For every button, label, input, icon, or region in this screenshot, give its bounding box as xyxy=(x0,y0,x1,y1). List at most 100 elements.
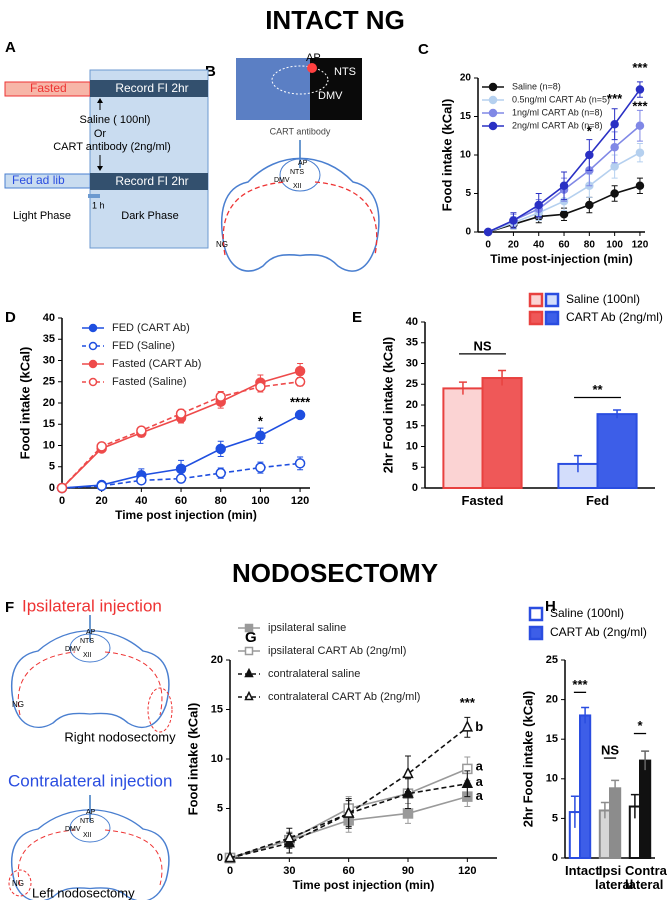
x-tick-label: 0 xyxy=(485,240,491,251)
x-tick-label: 30 xyxy=(283,865,295,877)
label: Light Phase xyxy=(13,210,71,222)
record-box xyxy=(90,173,208,190)
legend-label: 0.5ng/ml CART Ab (n=5) xyxy=(512,94,610,104)
legend-marker xyxy=(88,323,98,333)
x-tick-label: Ipsi lateral xyxy=(595,863,634,892)
arrowhead xyxy=(97,98,103,103)
label: Or xyxy=(94,128,107,140)
annotation: a xyxy=(476,774,484,789)
marker xyxy=(635,148,645,157)
marker xyxy=(215,391,226,402)
histology-image xyxy=(236,58,310,120)
vagus-nerve xyxy=(222,181,378,256)
panel-label: E xyxy=(352,309,362,326)
y-tick-label: 0 xyxy=(49,482,55,494)
annotation: b xyxy=(475,719,483,734)
label: Contralateral injection xyxy=(8,771,172,790)
label: AP xyxy=(86,629,96,636)
legend-label: Saline (100nl) xyxy=(550,606,624,620)
y-tick-label: 15 xyxy=(43,418,55,430)
legend-swatch xyxy=(528,625,544,641)
legend-label: CART Ab (2ng/ml) xyxy=(566,310,663,324)
marker xyxy=(294,409,306,421)
series-line xyxy=(229,782,468,859)
marker xyxy=(175,463,187,475)
marker xyxy=(255,381,266,393)
x-tick-label: 120 xyxy=(632,240,649,251)
bar xyxy=(579,714,592,859)
x-tick-label: Contra lateral xyxy=(625,863,667,892)
legend-label: FED (CART Ab) xyxy=(112,322,190,334)
marker xyxy=(136,425,147,436)
marker xyxy=(610,189,619,198)
legend-swatch xyxy=(544,292,560,308)
legend-marker xyxy=(488,95,498,105)
label: XII xyxy=(83,832,92,839)
y-tick-label: 15 xyxy=(546,733,558,745)
vagus-nerve xyxy=(17,829,163,886)
label: NG xyxy=(12,879,24,888)
marker xyxy=(294,376,306,387)
y-tick-label: 15 xyxy=(211,703,223,715)
label: NTS xyxy=(80,638,94,645)
label: Dark Phase xyxy=(121,210,178,222)
annotation: * xyxy=(258,414,264,429)
dark-phase-box xyxy=(89,69,209,249)
x-tick-label: 0 xyxy=(59,495,65,507)
error-bar xyxy=(498,369,507,386)
label: XII xyxy=(83,652,92,659)
legend-marker xyxy=(488,82,498,92)
y-tick-label: 5 xyxy=(412,461,418,473)
panel-label: D xyxy=(5,309,16,326)
label: Record FI 2hr xyxy=(115,81,188,95)
label: XII xyxy=(293,183,302,190)
marker xyxy=(610,119,619,129)
x-tick-label: 60 xyxy=(558,240,570,251)
marker xyxy=(610,162,619,171)
bar xyxy=(639,759,652,859)
legend-label: contralateral CART Ab (2ng/ml) xyxy=(268,691,420,703)
marker xyxy=(215,443,226,455)
label: Fed ad lib xyxy=(12,173,65,187)
y-tick-label: 30 xyxy=(43,354,55,366)
label: Right nodosectomy xyxy=(64,729,176,744)
legend-marker xyxy=(88,377,98,387)
marker xyxy=(342,806,355,818)
marker xyxy=(402,786,414,798)
marker xyxy=(175,473,187,484)
y-tick-label: 15 xyxy=(460,111,472,122)
y-axis-title: 2hr Food intake (kCal) xyxy=(520,691,535,828)
y-tick-label: 10 xyxy=(546,773,558,785)
label: CART antibody (2ng/ml) xyxy=(53,141,171,153)
medulla xyxy=(69,813,111,843)
x-tick-label: Fed xyxy=(585,493,610,508)
panel-label: G xyxy=(245,629,257,646)
annotation: ** xyxy=(592,382,603,397)
y-axis-title: Food intake (kCal) xyxy=(17,347,32,460)
marker xyxy=(215,467,226,479)
marker xyxy=(255,462,266,473)
medulla xyxy=(279,158,321,192)
y-tick-label: 20 xyxy=(43,397,55,409)
protocol-diagram: Fasted Record FI 2hr Saline ( 100nl) Or … xyxy=(4,69,209,249)
x-tick-label: 100 xyxy=(251,495,269,507)
error-bar xyxy=(600,801,609,819)
arrowhead xyxy=(97,166,103,171)
annotation: **** xyxy=(290,394,311,409)
y-tick-label: 10 xyxy=(211,753,223,765)
marker xyxy=(559,181,569,191)
panel-label: C xyxy=(418,41,429,58)
label: DMV xyxy=(65,646,81,653)
marker xyxy=(559,210,569,219)
marker xyxy=(136,475,147,486)
marker xyxy=(56,482,68,494)
x-tick-label: Intact xyxy=(565,863,600,878)
bar xyxy=(609,787,622,860)
x-tick-label: Fasted xyxy=(461,493,504,508)
legend-label: contralateral saline xyxy=(268,668,360,680)
y-tick-label: 35 xyxy=(406,337,418,349)
y-tick-label: 40 xyxy=(43,312,55,324)
label: AP xyxy=(298,160,308,167)
x-tick-label: 90 xyxy=(402,865,414,877)
